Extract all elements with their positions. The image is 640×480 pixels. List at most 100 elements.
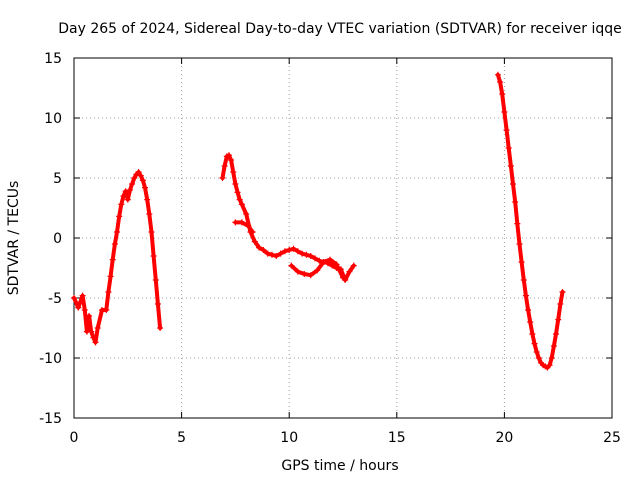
data-point: [94, 325, 101, 331]
data-point: [320, 259, 327, 265]
data-point: [503, 127, 510, 133]
y-tick-label: 10: [44, 111, 62, 127]
data-point: [535, 355, 542, 361]
data-point: [251, 238, 258, 245]
data-point: [75, 304, 82, 311]
ticks: [73, 57, 613, 419]
data-point: [516, 241, 523, 247]
data-point: [131, 175, 138, 181]
y-tick-label: 5: [53, 171, 62, 187]
data-point: [520, 277, 527, 283]
data-point: [221, 163, 228, 169]
data-point: [340, 274, 346, 281]
chart-title: Day 265 of 2024, Sidereal Day-to-day VTE…: [58, 21, 622, 37]
data-point: [260, 247, 267, 253]
data-point: [139, 177, 146, 184]
data-point: [120, 193, 127, 199]
data-point: [507, 163, 514, 169]
x-tick-label: 5: [177, 430, 186, 446]
data-point: [281, 248, 288, 255]
grid: [74, 58, 612, 418]
data-point: [90, 334, 97, 341]
data-point: [114, 229, 121, 235]
data-point: [277, 250, 284, 257]
x-axis-label: GPS time / hours: [281, 458, 398, 474]
data-point: [525, 307, 532, 313]
data-point: [234, 189, 241, 196]
data-point: [122, 188, 129, 195]
data-point: [154, 301, 161, 307]
x-tick-labels: 0 5 10 15 20 25: [70, 430, 621, 446]
data-point: [559, 289, 566, 295]
data-point: [105, 289, 112, 295]
y-tick-label: 0: [53, 231, 62, 247]
data-point: [514, 220, 521, 227]
x-tick-label: 20: [495, 430, 513, 446]
data-point: [312, 255, 319, 262]
data-point: [129, 181, 136, 187]
data-point: [88, 328, 95, 335]
data-point: [79, 292, 86, 299]
data-point: [350, 262, 357, 269]
data-point: [333, 261, 340, 268]
data-point: [148, 229, 155, 235]
data-point: [111, 241, 118, 247]
y-tick-label: -15: [39, 411, 62, 427]
data-point: [152, 277, 159, 283]
data-point: [264, 250, 271, 257]
data-point: [150, 253, 157, 259]
data-point: [527, 319, 534, 325]
data-point: [157, 325, 164, 331]
data-point: [232, 219, 239, 226]
data-point: [533, 349, 540, 355]
data-point: [268, 251, 275, 258]
data-point: [249, 229, 256, 235]
series-segment-3: [494, 71, 566, 371]
data-point: [118, 201, 125, 208]
data-point: [497, 79, 504, 85]
data-point: [327, 256, 334, 263]
x-tick-label: 10: [280, 430, 298, 446]
series-segment-2b: [232, 219, 256, 235]
data-point: [553, 331, 560, 337]
data-point: [546, 362, 553, 369]
data-point: [303, 251, 310, 258]
x-tick-label: 15: [388, 430, 406, 446]
data-point: [294, 248, 301, 255]
data-point: [228, 157, 235, 163]
data-point: [550, 343, 557, 349]
data-point: [299, 250, 306, 257]
data-point: [294, 268, 301, 275]
data-point: [290, 245, 297, 252]
data-point: [557, 301, 564, 307]
data-point: [71, 295, 77, 301]
y-tick-labels: -15 -10 -5 0 5 10 15: [39, 51, 62, 427]
data-point: [146, 211, 153, 217]
data-point: [238, 201, 245, 208]
data-point: [346, 268, 353, 275]
data-point: [494, 71, 501, 78]
data-point: [555, 316, 562, 323]
data-point: [505, 145, 512, 151]
data-point: [512, 199, 519, 205]
data-point: [219, 175, 226, 181]
data-point: [245, 223, 252, 229]
data-point: [522, 292, 529, 299]
data-point: [92, 339, 99, 346]
data-point: [273, 253, 280, 259]
data-point: [116, 213, 123, 220]
x-tick-label: 25: [603, 430, 621, 446]
series-line: [233, 220, 255, 234]
data-point: [137, 172, 144, 179]
data-point: [126, 187, 133, 193]
data-point: [518, 259, 525, 265]
data-point: [142, 184, 149, 191]
data-point: [314, 267, 321, 274]
data-point: [232, 181, 239, 187]
data-point: [124, 196, 131, 203]
data-point: [529, 331, 536, 337]
data-point: [135, 169, 142, 175]
series-segment-1: [71, 169, 164, 346]
data-point: [286, 247, 293, 253]
